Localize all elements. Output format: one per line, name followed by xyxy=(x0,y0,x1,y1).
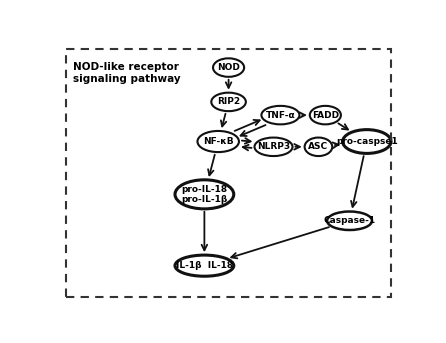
Text: pro-IL-18
pro-IL-1β: pro-IL-18 pro-IL-1β xyxy=(181,185,227,204)
Ellipse shape xyxy=(255,138,293,156)
Ellipse shape xyxy=(343,130,391,153)
Text: NOD: NOD xyxy=(217,63,240,72)
Text: pro-caspse1: pro-caspse1 xyxy=(336,137,398,146)
Text: ASC: ASC xyxy=(308,142,329,151)
Ellipse shape xyxy=(310,106,341,125)
Ellipse shape xyxy=(211,93,246,111)
Text: NOD-like receptor
signaling pathway: NOD-like receptor signaling pathway xyxy=(73,62,181,84)
Ellipse shape xyxy=(198,131,239,152)
Text: TNF-α: TNF-α xyxy=(265,110,295,120)
Ellipse shape xyxy=(261,106,299,125)
Text: FADD: FADD xyxy=(312,110,339,120)
Ellipse shape xyxy=(213,58,244,77)
Ellipse shape xyxy=(305,138,332,156)
Text: NF-κB: NF-κB xyxy=(203,137,234,146)
Text: NLRP3: NLRP3 xyxy=(257,142,290,151)
Text: Caspase-1: Caspase-1 xyxy=(323,216,376,225)
Ellipse shape xyxy=(175,255,234,276)
Text: IL-1β  IL-18: IL-1β IL-18 xyxy=(176,261,233,270)
Ellipse shape xyxy=(327,212,372,230)
Text: RIP2: RIP2 xyxy=(217,97,240,106)
Ellipse shape xyxy=(175,180,234,209)
